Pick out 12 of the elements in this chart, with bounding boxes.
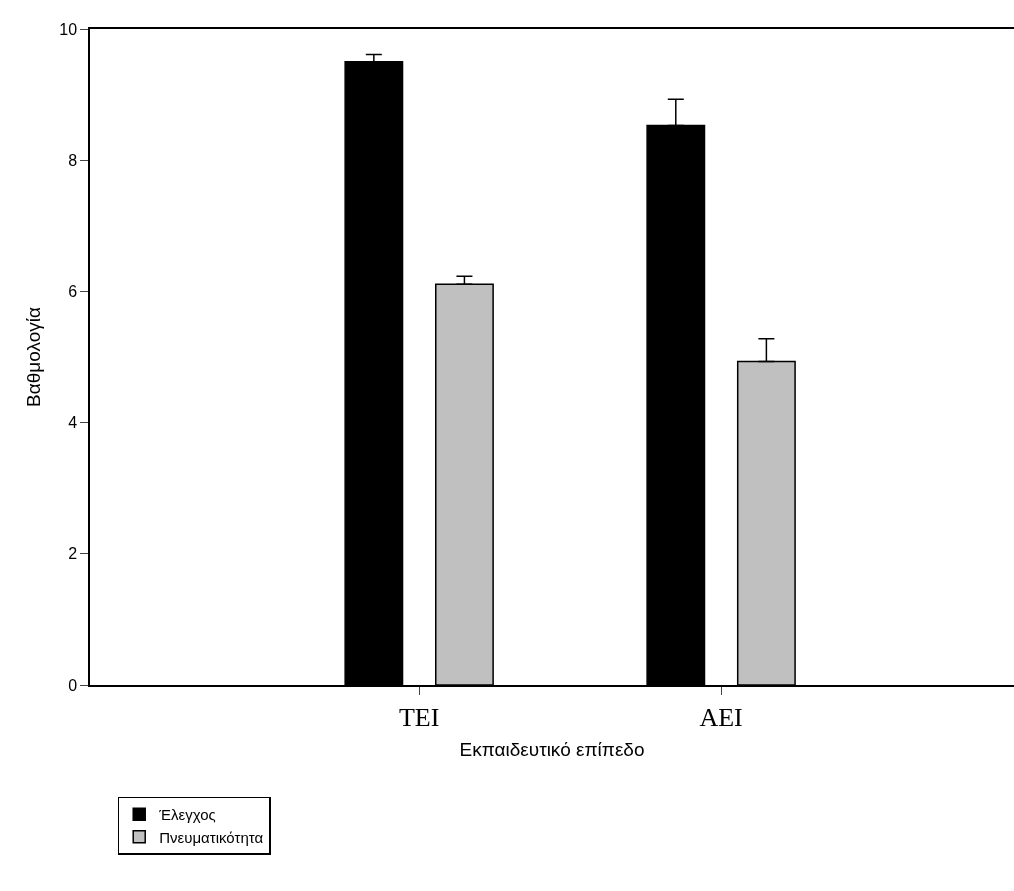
y-tick-label: 6 <box>68 283 78 300</box>
y-tick-label: 2 <box>68 545 78 563</box>
y-tick-label: 0 <box>68 676 78 694</box>
x-tick-label: TEI <box>398 702 440 732</box>
x-tick-label: AEI <box>699 702 743 732</box>
legend-label: Έλεγχος <box>158 806 216 824</box>
y-tick-label: 4 <box>68 414 78 432</box>
y-tick-label: 8 <box>68 151 78 169</box>
x-axis-title: Εκπαιδευτικό επίπεδο <box>459 739 645 761</box>
legend-label: Πνευματικότητα <box>159 828 264 846</box>
y-axis-title: Βαθμολογία <box>22 307 44 407</box>
y-tick-label: 10 <box>59 20 78 38</box>
